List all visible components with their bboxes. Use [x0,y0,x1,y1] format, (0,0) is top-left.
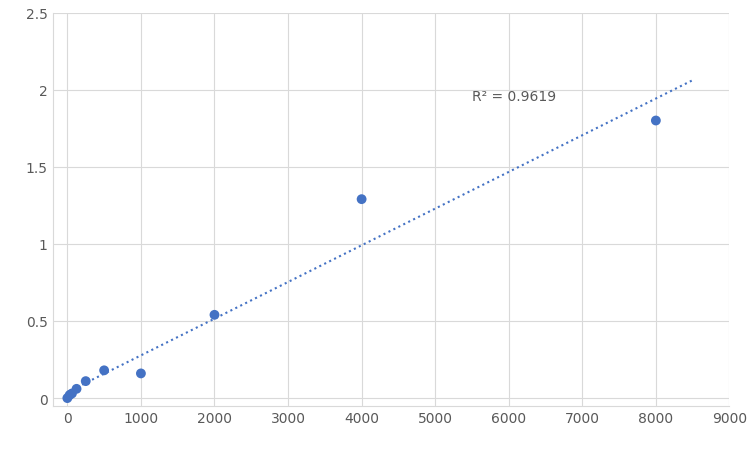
Text: R² = 0.9619: R² = 0.9619 [472,90,556,104]
Point [66,390,78,397]
Point [71,385,83,392]
Point [80,377,92,385]
Point [208,312,220,319]
Point [98,367,110,374]
Point [62,395,74,402]
Point [650,118,662,125]
Point [64,391,76,399]
Point [356,196,368,203]
Point [135,370,147,377]
